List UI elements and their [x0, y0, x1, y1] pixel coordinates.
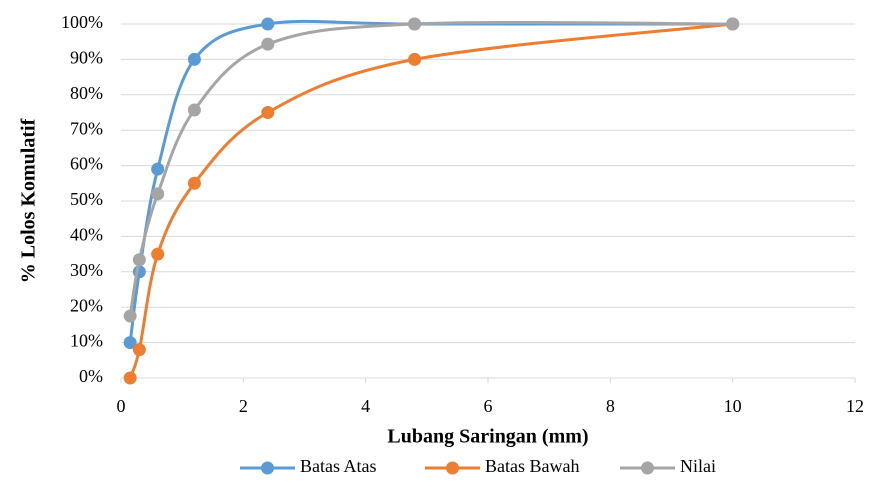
- legend-marker: [446, 461, 459, 475]
- y-tick-label: 60%: [70, 154, 103, 174]
- data-point: [408, 17, 422, 31]
- y-tick-label: 100%: [61, 12, 103, 32]
- legend-label: Batas Atas: [300, 456, 377, 476]
- legend-label: Batas Bawah: [485, 456, 579, 476]
- data-point: [408, 52, 422, 66]
- series-line: [128, 19, 733, 343]
- x-tick-label: 10: [724, 396, 742, 416]
- y-tick-label: 50%: [70, 189, 103, 209]
- data-point: [187, 176, 201, 190]
- legend-marker: [641, 461, 654, 475]
- legend-marker: [261, 461, 274, 475]
- data-point: [132, 343, 146, 357]
- data-point: [187, 103, 201, 117]
- y-tick-label: 70%: [70, 118, 103, 138]
- x-tick-label: 12: [846, 396, 864, 416]
- legend-label: Nilai: [680, 456, 716, 476]
- series-line: [128, 21, 733, 317]
- data-point: [261, 106, 275, 119]
- x-tick-label: 6: [484, 396, 493, 416]
- x-tick-label: 0: [117, 396, 126, 416]
- data-point: [151, 162, 165, 176]
- data-point: [151, 187, 165, 201]
- x-tick-label: 4: [361, 396, 370, 416]
- y-tick-label: 80%: [70, 83, 103, 103]
- data-point: [151, 247, 165, 261]
- data-point: [123, 336, 137, 350]
- y-tick-label: 90%: [70, 48, 103, 68]
- y-tick-label: 30%: [70, 260, 103, 280]
- x-axis-title: Lubang Saringan (mm): [387, 426, 588, 448]
- y-tick-label: 20%: [70, 295, 103, 315]
- data-point: [261, 37, 275, 51]
- data-point: [261, 17, 275, 31]
- y-tick-label: 40%: [70, 225, 103, 245]
- data-point: [123, 309, 137, 323]
- series-line: [128, 22, 733, 379]
- x-tick-label: 8: [606, 396, 615, 416]
- data-point: [132, 253, 146, 267]
- y-tick-label: 10%: [70, 331, 103, 351]
- x-tick-label: 2: [239, 396, 248, 416]
- y-axis-title: % Lolos Komulatif: [18, 118, 40, 283]
- data-point: [726, 17, 740, 31]
- data-point: [123, 371, 137, 385]
- y-tick-label: 0%: [79, 366, 103, 386]
- data-point: [187, 52, 201, 66]
